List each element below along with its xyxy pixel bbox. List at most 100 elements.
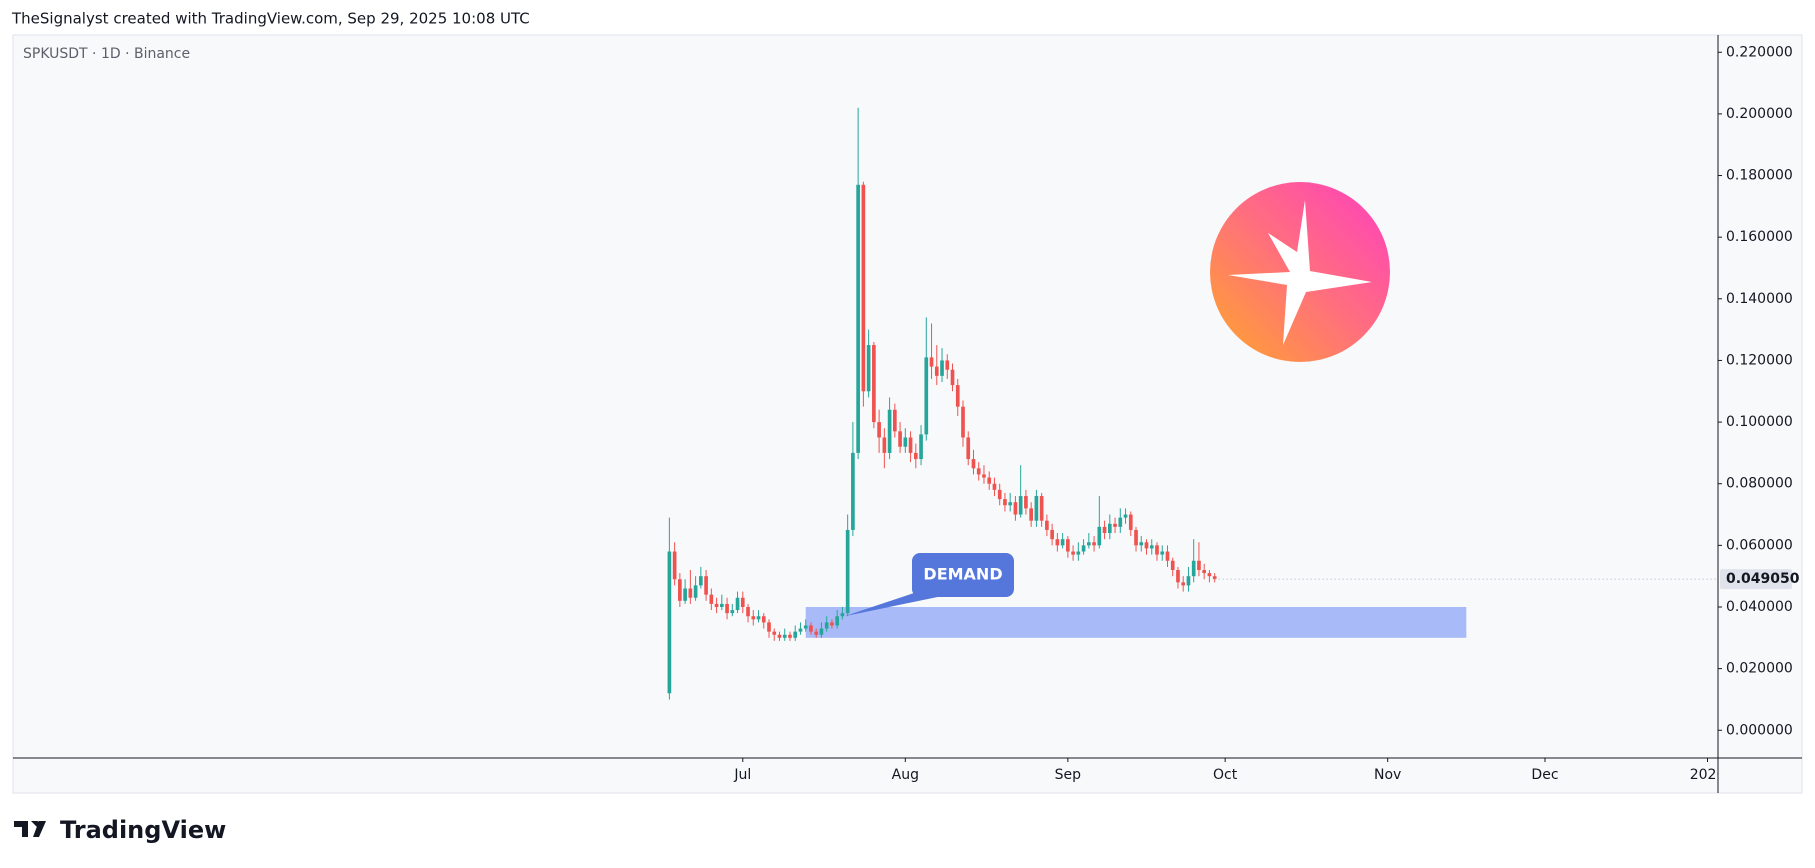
candle-body <box>934 366 939 376</box>
y-tick-label: 0.180000 <box>1726 168 1793 184</box>
axes: 0.000000 0.020000 0.040000 0.060000 0.080000… <box>1718 44 1800 738</box>
candle-body <box>1003 499 1007 506</box>
candle-body <box>1102 526 1107 534</box>
brand-text: TradingView <box>60 816 226 844</box>
candle-body <box>950 369 955 386</box>
candle-body <box>903 437 908 447</box>
y-tick-label: 0.060000 <box>1726 537 1793 553</box>
candle-body <box>1207 573 1212 577</box>
candle-body <box>1181 582 1186 586</box>
candle-body <box>1060 539 1065 546</box>
candle-body <box>735 597 740 611</box>
candle-body <box>1128 514 1133 530</box>
candle-body <box>725 603 729 614</box>
candle-body <box>782 634 787 638</box>
x-tick-label: Jul <box>733 767 751 783</box>
x-tick-label: 2026 <box>1690 767 1726 783</box>
y-tick-label: 0.120000 <box>1726 352 1793 368</box>
candle-body <box>961 406 965 438</box>
candle-body <box>908 437 913 453</box>
y-tick-label: 0.140000 <box>1726 291 1793 307</box>
candle-body <box>1081 545 1086 552</box>
candle-body <box>940 360 944 376</box>
candle-body <box>693 585 698 598</box>
candle-body <box>976 468 981 475</box>
plot-area: DEMAND <box>667 107 1718 700</box>
candle-body <box>1076 551 1081 555</box>
candle-body <box>851 452 855 530</box>
time-axis: Jul Aug Sep Oct Nov Dec 2026 <box>733 758 1726 783</box>
candle-body <box>1045 520 1049 530</box>
candle-body <box>1134 529 1138 546</box>
candle-body <box>740 597 745 607</box>
candle-body <box>1123 514 1128 518</box>
candle-body <box>1107 523 1112 534</box>
candle-body <box>1097 526 1102 546</box>
candle-body <box>1149 545 1154 549</box>
candle-body <box>982 474 986 478</box>
x-tick-label: Nov <box>1374 767 1401 783</box>
y-tick-label: 0.020000 <box>1726 661 1793 677</box>
candle-body <box>1202 570 1207 574</box>
candle-body <box>872 345 876 423</box>
candle-body <box>756 616 761 620</box>
candle-body <box>814 631 819 635</box>
candle-body <box>1013 502 1018 515</box>
x-tick-label: Aug <box>892 767 919 783</box>
y-tick-label: 0.160000 <box>1726 229 1793 245</box>
candle-body <box>840 613 845 617</box>
candle-body <box>1024 496 1028 509</box>
candle-body <box>1165 551 1170 561</box>
candle-body <box>835 616 839 626</box>
candle-body <box>699 576 703 586</box>
candle-body <box>966 437 971 460</box>
candle-body <box>913 452 918 460</box>
candle-body <box>709 594 714 604</box>
candle-body <box>672 551 677 580</box>
chart-panel <box>12 34 1803 794</box>
candle-body <box>856 184 860 453</box>
x-tick-label: Sep <box>1055 767 1082 783</box>
candle-body <box>1071 551 1075 555</box>
x-tick-label: Oct <box>1213 767 1238 783</box>
tv-logo-icon <box>14 821 46 837</box>
logo-star <box>1228 200 1372 345</box>
candle-body <box>1029 508 1033 521</box>
candle-body <box>845 529 850 614</box>
candle-body <box>971 459 976 469</box>
candle-body <box>919 434 923 460</box>
coin-logo <box>1210 182 1390 362</box>
candle-body <box>887 409 892 453</box>
x-tick-label: Dec <box>1531 767 1558 783</box>
candle-body <box>772 631 777 635</box>
last-price-box <box>1720 569 1792 590</box>
candle-body <box>704 576 708 595</box>
candle-body <box>824 622 829 629</box>
candle-body <box>861 184 866 392</box>
candle-body <box>1212 576 1217 580</box>
candle-body <box>761 616 766 623</box>
candle-body <box>730 610 735 614</box>
y-tick-label: 0.100000 <box>1726 414 1793 430</box>
demand-callout: DEMAND <box>844 553 1014 617</box>
candle-body <box>1113 523 1117 527</box>
candle-body <box>955 385 960 407</box>
candle-body <box>819 628 824 635</box>
candle-body <box>688 588 693 598</box>
candle-body <box>1118 517 1123 527</box>
candle-body <box>746 606 750 617</box>
candle-body <box>1086 542 1091 546</box>
demand-zone <box>805 606 1467 638</box>
y-tick-label: 0.000000 <box>1726 722 1793 738</box>
y-tick-label: 0.200000 <box>1726 106 1793 122</box>
candle-body <box>1039 496 1044 521</box>
candle-body <box>1191 560 1196 577</box>
candle-body <box>1139 542 1144 546</box>
candle-body <box>1055 539 1060 546</box>
candle-body <box>924 357 929 435</box>
candle-body <box>929 357 934 367</box>
candle-body <box>798 628 803 632</box>
callout-box <box>912 553 1014 597</box>
